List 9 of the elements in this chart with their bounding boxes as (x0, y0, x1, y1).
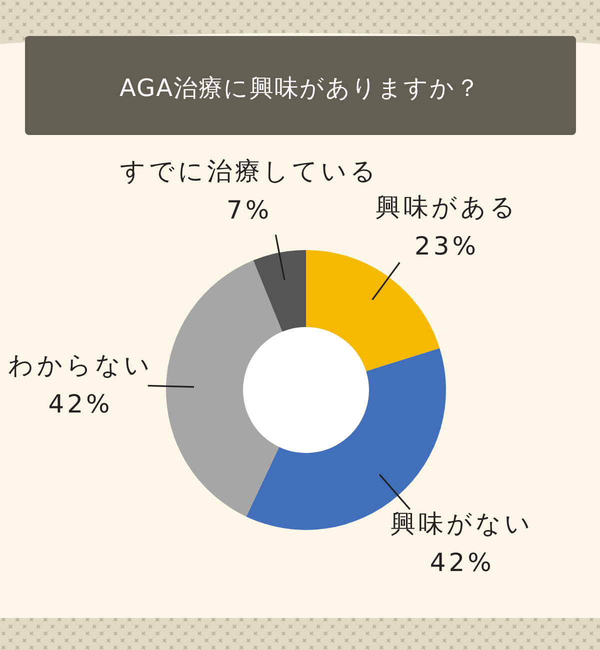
data-label: 7% (226, 196, 272, 225)
data-label: 42% (48, 389, 113, 418)
data-label: 23% (414, 231, 480, 260)
chart-title: AGA治療に興味がありますか？ (119, 74, 481, 102)
data-label: 42% (430, 548, 494, 578)
slice-label: 興味がない (390, 509, 534, 538)
slice-label: わからない (8, 350, 153, 380)
slice-label: すでに治療している (120, 156, 379, 186)
slice-label: 興味がある (375, 192, 518, 222)
